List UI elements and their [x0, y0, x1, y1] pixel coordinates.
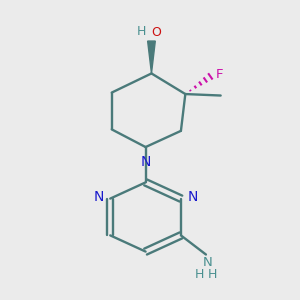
Text: N: N — [93, 190, 104, 204]
Text: F: F — [216, 68, 223, 81]
Text: N: N — [188, 190, 198, 204]
Text: O: O — [151, 26, 161, 39]
Text: N: N — [140, 155, 151, 169]
Text: H: H — [136, 25, 146, 38]
Polygon shape — [148, 41, 155, 74]
Text: H: H — [195, 268, 204, 281]
Text: H: H — [208, 268, 217, 281]
Text: N: N — [202, 256, 212, 269]
